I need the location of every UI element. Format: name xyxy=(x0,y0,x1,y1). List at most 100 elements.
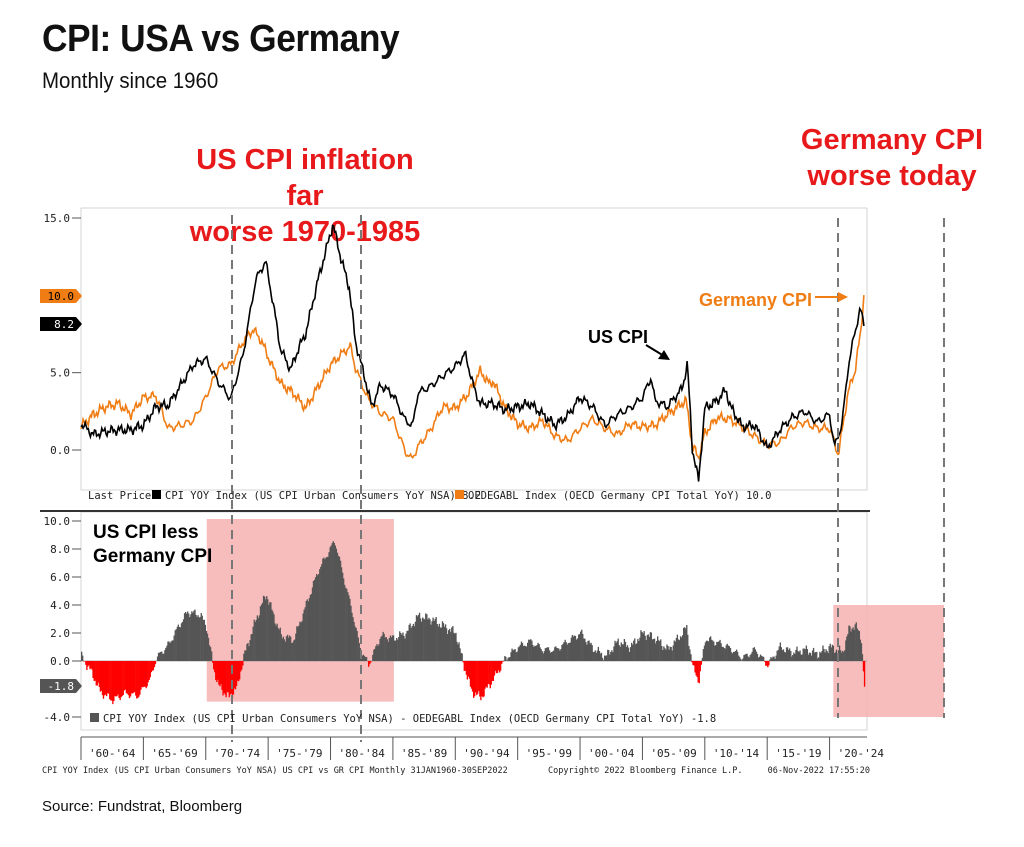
x-tick-label: '65-'69 xyxy=(151,747,197,760)
diff-bar xyxy=(746,653,748,661)
y-tick-label-bottom: -4.0 xyxy=(44,711,71,724)
diff-bar xyxy=(522,646,525,661)
diff-bar xyxy=(182,619,185,661)
diff-bar xyxy=(426,614,428,661)
diff-bar xyxy=(486,661,488,688)
diff-bar xyxy=(553,650,555,661)
diff-bar xyxy=(588,640,590,661)
diff-bar xyxy=(301,621,303,661)
diff-bar xyxy=(576,638,579,661)
diff-bar xyxy=(437,626,439,661)
diff-bar xyxy=(454,633,456,661)
diff-bar xyxy=(247,643,249,661)
diff-bar xyxy=(237,661,239,681)
diff-bar xyxy=(554,647,556,661)
diff-bar xyxy=(691,661,693,663)
diff-bar xyxy=(189,617,191,661)
diff-bar xyxy=(364,657,367,661)
diff-bar xyxy=(707,641,710,661)
diff-bar xyxy=(763,656,765,661)
diff-bar xyxy=(604,655,606,661)
diff-bar xyxy=(849,626,851,661)
diff-bar xyxy=(91,661,93,670)
diff-bar xyxy=(697,661,699,683)
diff-bar xyxy=(343,578,345,661)
diff-bar xyxy=(742,658,744,661)
diff-bar xyxy=(490,661,492,685)
diff-bar xyxy=(740,659,742,661)
diff-bar xyxy=(451,627,453,661)
diff-bar xyxy=(474,661,476,697)
diff-bar xyxy=(220,661,222,685)
annotation-us-period-line2: worse 1970-1985 xyxy=(189,216,421,248)
diff-bar xyxy=(310,593,313,661)
diff-bar xyxy=(496,661,499,673)
diff-panel-label-line1: US CPI less xyxy=(93,522,199,543)
diff-bar xyxy=(683,627,685,661)
diff-bar xyxy=(680,637,683,661)
x-tick-label: '20-'24 xyxy=(838,747,885,760)
x-tick-label: '70-'74 xyxy=(214,747,261,760)
diff-bar xyxy=(101,661,104,696)
diff-bar xyxy=(758,656,761,661)
diff-bar xyxy=(514,649,516,661)
diff-bar xyxy=(280,634,282,661)
diff-bar xyxy=(342,572,344,661)
diff-bar xyxy=(424,619,426,661)
diff-bar xyxy=(316,574,318,661)
top-panel-frame xyxy=(80,207,868,491)
diff-bar xyxy=(207,637,210,661)
diff-bar xyxy=(468,661,471,679)
diff-bar xyxy=(752,647,754,661)
source-note: Source: Fundstrat, Bloomberg xyxy=(42,798,243,815)
diff-bar xyxy=(268,604,270,661)
diff-bar xyxy=(662,649,664,661)
diff-bar xyxy=(544,648,547,661)
diff-bar xyxy=(326,556,328,661)
diff-bar xyxy=(347,592,349,661)
diff-bar xyxy=(272,611,274,661)
diff-bar xyxy=(267,599,269,661)
diff-bar xyxy=(833,653,836,661)
diff-bar xyxy=(393,640,396,661)
diff-bar xyxy=(715,645,717,661)
diff-bar xyxy=(313,579,316,661)
diff-bar xyxy=(222,661,224,696)
diff-bar xyxy=(579,634,581,661)
diff-bar xyxy=(515,652,517,661)
diff-bar xyxy=(761,655,763,661)
x-tick-label: '90-'94 xyxy=(463,747,510,760)
diff-bar xyxy=(103,661,106,696)
diff-bar xyxy=(831,644,834,661)
diff-bar xyxy=(156,656,159,661)
diff-bar xyxy=(463,661,465,671)
diff-bar xyxy=(370,661,372,663)
diff-bar xyxy=(296,626,298,661)
diff-panel-label-line2: Germany CPI xyxy=(93,546,212,567)
diff-bar xyxy=(563,642,565,661)
diff-bar xyxy=(438,623,441,661)
diff-bar xyxy=(823,648,825,661)
diff-bar xyxy=(701,658,704,661)
diff-bar xyxy=(853,630,855,661)
diff-bar xyxy=(436,624,438,661)
diff-bar xyxy=(260,604,263,661)
diff-bar xyxy=(413,626,416,661)
chart-subtitle: Monthly since 1960 xyxy=(42,68,219,93)
diff-bar xyxy=(89,661,91,670)
diff-bar xyxy=(130,661,133,694)
diff-bar xyxy=(775,655,777,661)
us-cpi-line xyxy=(80,224,865,482)
diff-bar xyxy=(376,644,378,661)
diff-bar xyxy=(549,652,552,661)
diff-bar xyxy=(144,661,146,687)
diff-bar xyxy=(396,638,398,661)
diff-bar xyxy=(361,655,364,661)
diff-bar xyxy=(790,651,792,661)
diff-bar xyxy=(224,661,226,695)
diff-bar xyxy=(445,628,448,661)
diff-bar xyxy=(479,661,481,697)
diff-bar xyxy=(568,642,570,661)
annotation-us-period: US CPI inflation far worse 1970-1985 xyxy=(180,142,430,250)
diff-bar xyxy=(467,661,470,677)
